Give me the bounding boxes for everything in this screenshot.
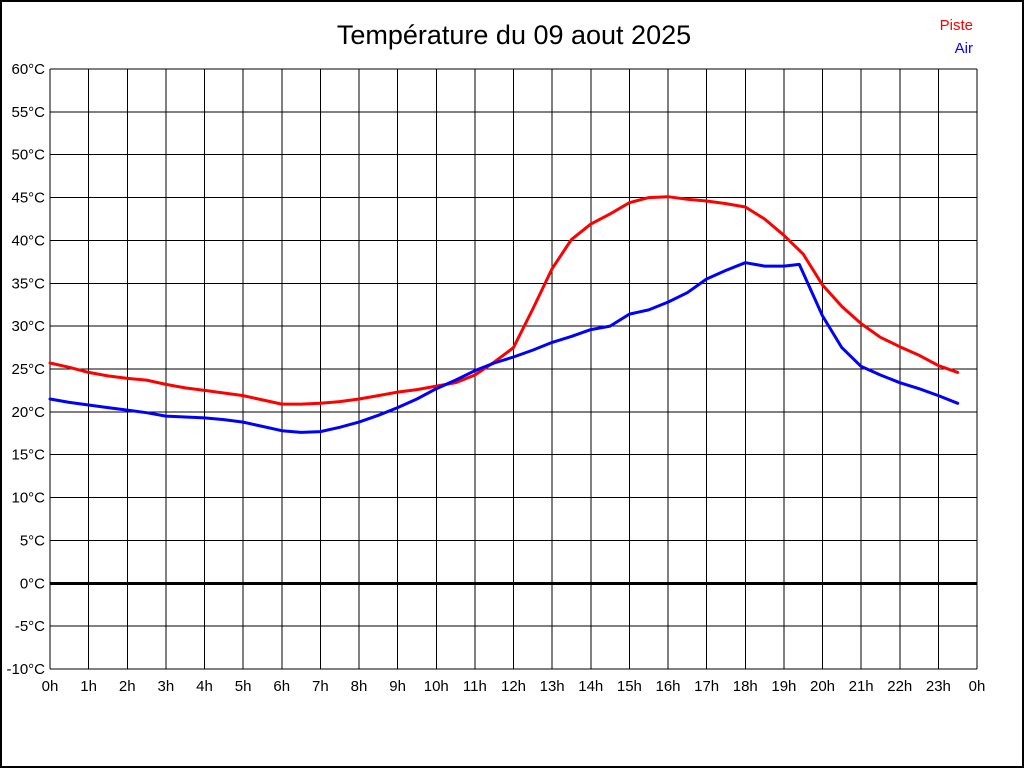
x-tick-label: 0h (42, 678, 59, 695)
x-tick-label: 21h (849, 678, 874, 695)
legend: Piste Air (940, 14, 973, 60)
x-tick-label: 7h (312, 678, 329, 695)
x-tick-label: 6h (273, 678, 290, 695)
y-tick-label: 35°C (11, 275, 45, 292)
legend-item-piste: Piste (939, 17, 973, 34)
x-tick-label: 12h (501, 678, 526, 695)
x-tick-label: 19h (771, 678, 796, 695)
x-tick-label: 11h (463, 678, 487, 695)
legend-item-air: Air (954, 40, 973, 57)
series-line-air (48, 261, 960, 434)
x-tick-label: 20h (810, 678, 835, 695)
y-tick-label: -5°C (15, 618, 45, 635)
y-tick-label: 30°C (11, 318, 45, 335)
x-tick-label: 10h (424, 678, 449, 695)
y-tick-label: 15°C (11, 447, 45, 464)
y-tick-label: -10°C (6, 661, 45, 678)
x-tick-label: 17h (694, 678, 719, 695)
y-tick-label: 60°C (11, 61, 45, 78)
y-tick-label: 40°C (11, 232, 45, 249)
y-tick-label: 10°C (11, 490, 45, 507)
x-tick-label: 15h (617, 678, 642, 695)
y-tick-label: 55°C (11, 104, 45, 121)
series-line-piste (48, 195, 960, 406)
y-tick-label: 25°C (11, 361, 45, 378)
x-tick-label: 13h (540, 678, 565, 695)
x-tick-label: 18h (733, 678, 758, 695)
x-tick-label: 22h (887, 678, 912, 695)
x-tick-label: 8h (351, 678, 368, 695)
x-tick-label: 14h (578, 678, 603, 695)
x-tick-label: 2h (119, 678, 136, 695)
x-tick-label: 16h (655, 678, 680, 695)
x-tick-label: 5h (235, 678, 252, 695)
y-tick-label: 0°C (20, 575, 45, 592)
y-tick-label: 5°C (20, 532, 45, 549)
chart-title: Température du 09 aout 2025 (336, 20, 692, 50)
x-tick-label: 0h (969, 678, 986, 695)
y-tick-label: 45°C (11, 190, 45, 207)
y-tick-label: 20°C (11, 404, 45, 421)
x-tick-label: 9h (389, 678, 406, 695)
x-tick-label: 4h (196, 678, 213, 695)
y-tick-label: 50°C (11, 147, 45, 164)
x-tick-label: 23h (926, 678, 951, 695)
x-tick-label: 1h (80, 678, 97, 695)
x-tick-label: 3h (158, 678, 175, 695)
